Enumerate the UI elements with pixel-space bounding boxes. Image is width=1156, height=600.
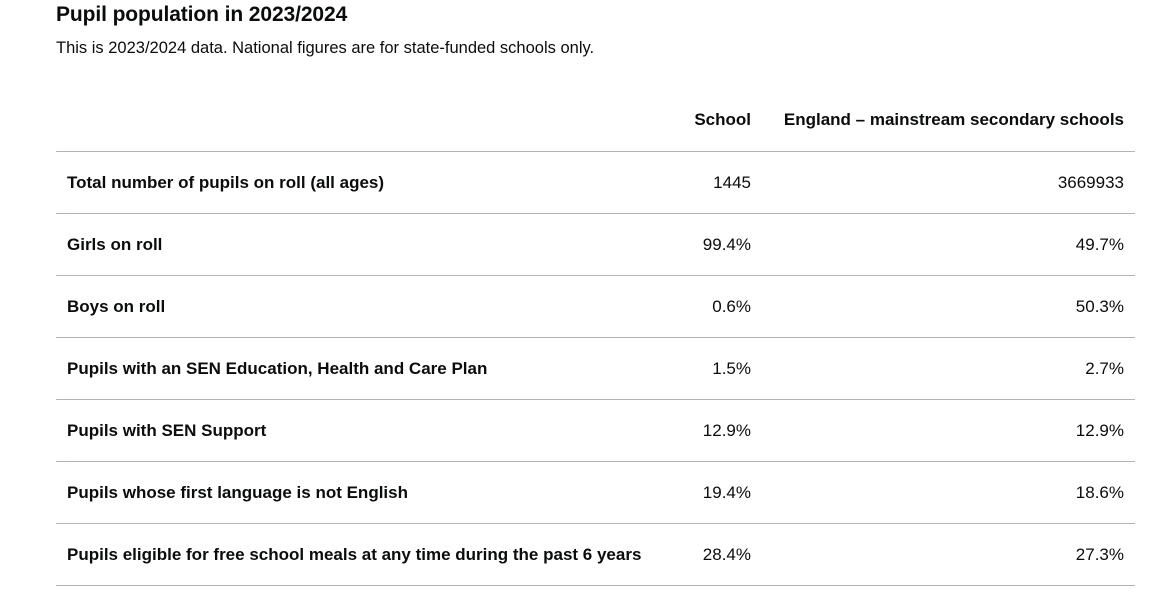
table-row: Girls on roll 99.4% 49.7% xyxy=(56,213,1135,276)
table-row: Pupils with SEN Support 12.9% 12.9% xyxy=(56,399,1135,462)
table-header-row: School England – mainstream secondary sc… xyxy=(56,89,1135,152)
row-school-value: 1.5% xyxy=(657,337,751,400)
row-school-value: 19.4% xyxy=(657,461,751,524)
row-england-value: 50.3% xyxy=(751,275,1135,338)
row-label: Boys on roll xyxy=(56,275,657,338)
header-label xyxy=(56,89,657,152)
pupil-population-section: Pupil population in 2023/2024 This is 20… xyxy=(56,3,1135,586)
table-row: Total number of pupils on roll (all ages… xyxy=(56,151,1135,214)
row-label: Pupils with an SEN Education, Health and… xyxy=(56,337,657,400)
table-row: Pupils whose first language is not Engli… xyxy=(56,461,1135,524)
row-label: Pupils whose first language is not Engli… xyxy=(56,461,657,524)
table-row: Pupils eligible for free school meals at… xyxy=(56,523,1135,586)
row-school-value: 28.4% xyxy=(657,523,751,586)
table-row: Pupils with an SEN Education, Health and… xyxy=(56,337,1135,400)
row-label: Girls on roll xyxy=(56,213,657,276)
header-england: England – mainstream secondary schools xyxy=(751,89,1135,152)
section-title: Pupil population in 2023/2024 xyxy=(56,3,348,26)
row-school-value: 0.6% xyxy=(657,275,751,338)
row-label: Total number of pupils on roll (all ages… xyxy=(56,151,657,214)
row-school-value: 99.4% xyxy=(657,213,751,276)
row-england-value: 49.7% xyxy=(751,213,1135,276)
row-england-value: 12.9% xyxy=(751,399,1135,462)
row-school-value: 12.9% xyxy=(657,399,751,462)
row-england-value: 27.3% xyxy=(751,523,1135,586)
header-school: School xyxy=(657,89,751,152)
row-england-value: 18.6% xyxy=(751,461,1135,524)
row-england-value: 3669933 xyxy=(751,151,1135,214)
row-england-value: 2.7% xyxy=(751,337,1135,400)
pupil-population-table: School England – mainstream secondary sc… xyxy=(56,89,1135,586)
section-subtitle: This is 2023/2024 data. National figures… xyxy=(56,39,595,57)
row-school-value: 1445 xyxy=(657,151,751,214)
row-label: Pupils with SEN Support xyxy=(56,399,657,462)
table-row: Boys on roll 0.6% 50.3% xyxy=(56,275,1135,338)
row-label: Pupils eligible for free school meals at… xyxy=(56,523,657,586)
